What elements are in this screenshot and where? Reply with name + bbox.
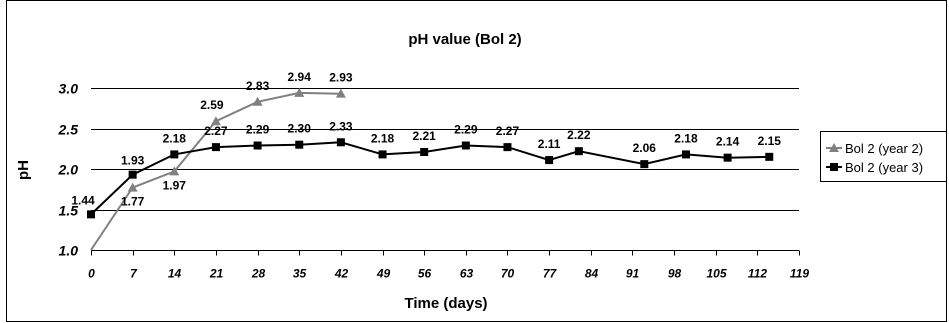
legend-square-marker xyxy=(830,163,838,171)
chart-frame xyxy=(6,0,947,322)
square-marker xyxy=(723,153,732,162)
triangle-marker xyxy=(335,88,346,98)
chart-title: pH value (Bol 2) xyxy=(408,31,521,48)
y-tick-label: 1.5 xyxy=(59,203,79,219)
triangle-marker xyxy=(252,96,263,106)
x-tick-label: 77 xyxy=(543,267,558,281)
data-label: 2.11 xyxy=(538,137,561,151)
square-marker xyxy=(295,140,304,149)
data-label: 1.77 xyxy=(121,195,145,209)
x-tick-label: 84 xyxy=(585,267,599,281)
y-tick-label: 1.0 xyxy=(59,243,79,259)
data-label: 1.93 xyxy=(121,154,145,168)
series-group xyxy=(87,87,774,251)
legend-triangle-marker xyxy=(829,143,839,152)
data-label: 1.44 xyxy=(71,193,95,207)
square-marker xyxy=(461,141,470,150)
square-marker xyxy=(336,138,345,147)
series-year-2 xyxy=(90,87,346,251)
x-tick-label: 21 xyxy=(209,267,224,281)
x-tick-label: 112 xyxy=(748,267,767,281)
data-label: 2.21 xyxy=(412,129,436,143)
series-year-3 xyxy=(87,138,774,219)
triangle-marker xyxy=(210,116,221,126)
x-tick-label: 28 xyxy=(251,267,266,281)
data-label: 2.94 xyxy=(288,70,312,84)
legend-label: Bol 2 (year 2) xyxy=(845,141,923,156)
square-marker xyxy=(503,143,512,152)
legend: Bol 2 (year 2) Bol 2 (year 3) xyxy=(820,131,947,182)
data-label: 2.27 xyxy=(496,124,520,138)
square-marker xyxy=(545,156,554,165)
legend-entry-year-2: Bol 2 (year 2) xyxy=(826,141,923,156)
x-tick-label: 63 xyxy=(460,267,474,281)
legend-label: Bol 2 (year 3) xyxy=(845,160,923,175)
x-tick-label: 7 xyxy=(130,267,138,281)
square-marker xyxy=(253,141,262,150)
data-label: 2.18 xyxy=(163,131,187,145)
x-tick-label: 98 xyxy=(668,267,682,281)
data-labels: 1.77 1.97 2.59 2.83 2.94 2.93 1.44 1.93 2.18 2.27… xyxy=(71,70,781,209)
data-label: 2.33 xyxy=(329,119,353,133)
x-tick-label: 49 xyxy=(376,267,391,281)
data-label: 2.06 xyxy=(633,141,657,155)
square-marker xyxy=(87,210,95,219)
data-label: 2.27 xyxy=(204,124,228,138)
x-tick-label: 70 xyxy=(501,267,515,281)
data-label: 2.29 xyxy=(246,123,270,137)
square-marker xyxy=(765,152,774,161)
x-tick-label: 119 xyxy=(790,267,809,281)
square-marker xyxy=(128,170,137,179)
triangle-marker xyxy=(127,182,138,192)
data-label: 1.97 xyxy=(163,178,187,192)
data-label: 2.30 xyxy=(288,122,312,136)
triangle-marker xyxy=(294,87,305,97)
data-label: 2.15 xyxy=(758,134,782,148)
y-tick-label: 2.5 xyxy=(58,122,79,138)
square-marker xyxy=(420,147,429,156)
axes: 1.0 1.5 2.0 2.5 3.0 0 7 14 21 28 35 42 49 56 63 70 77 84 9… xyxy=(58,81,810,281)
data-label: 2.18 xyxy=(674,131,698,145)
data-label: 2.29 xyxy=(454,123,478,137)
x-tick-label: 105 xyxy=(706,267,726,281)
x-tick-label: 0 xyxy=(88,267,95,281)
triangle-marker xyxy=(169,166,180,176)
legend-entry-year-3: Bol 2 (year 3) xyxy=(826,160,923,175)
x-tick-label: 91 xyxy=(626,267,640,281)
y-tick-label: 3.0 xyxy=(59,81,79,97)
x-tick-label: 56 xyxy=(418,267,432,281)
data-label: 2.22 xyxy=(567,128,591,142)
x-tick-label: 14 xyxy=(168,267,182,281)
data-label: 2.14 xyxy=(716,135,740,149)
square-marker xyxy=(211,143,220,152)
square-marker xyxy=(170,150,179,159)
x-tick-label: 42 xyxy=(334,267,349,281)
square-marker xyxy=(681,150,690,159)
x-tick-label: 35 xyxy=(293,267,307,281)
y-tick-label: 2.0 xyxy=(58,162,79,178)
y-axis-title: pH xyxy=(15,160,32,180)
data-label: 2.83 xyxy=(246,79,270,93)
data-label: 2.93 xyxy=(329,71,353,85)
data-label: 2.59 xyxy=(200,98,224,112)
square-marker xyxy=(640,160,649,169)
square-marker xyxy=(574,147,583,156)
square-marker xyxy=(378,150,387,159)
data-label: 2.18 xyxy=(371,131,395,145)
x-axis-title: Time (days) xyxy=(404,295,487,312)
legend-box xyxy=(820,131,947,182)
